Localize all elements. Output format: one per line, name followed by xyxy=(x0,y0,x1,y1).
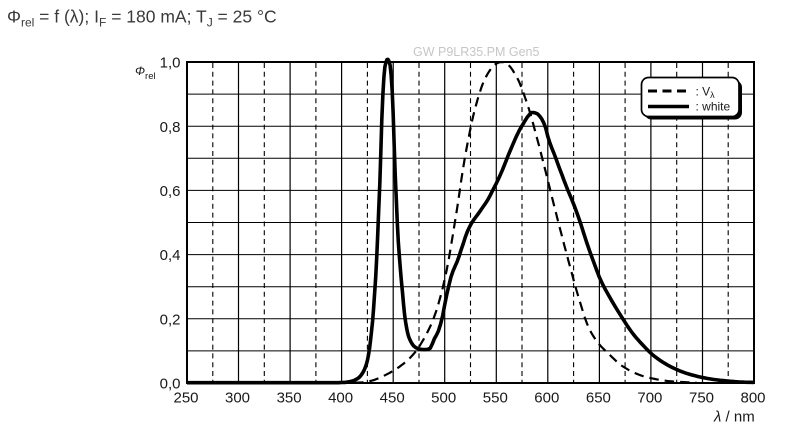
svg-text:Φrel = f (λ); IF = 180 mA; TJ: Φrel = f (λ); IF = 180 mA; TJ = 25 °C xyxy=(7,7,277,30)
svg-text:250: 250 xyxy=(173,389,198,406)
svg-text:300: 300 xyxy=(225,389,250,406)
svg-text:500: 500 xyxy=(431,389,456,406)
svg-text:: white: : white xyxy=(696,99,731,113)
svg-text:800: 800 xyxy=(740,389,765,406)
svg-text:0,6: 0,6 xyxy=(160,183,181,200)
svg-text:0,8: 0,8 xyxy=(160,119,181,136)
svg-text:Φrel: Φrel xyxy=(135,64,156,82)
svg-text:0,0: 0,0 xyxy=(160,376,181,393)
svg-text:650: 650 xyxy=(586,389,611,406)
svg-text:0,4: 0,4 xyxy=(160,247,181,264)
svg-text:750: 750 xyxy=(689,389,714,406)
svg-text:600: 600 xyxy=(534,389,559,406)
svg-text:1,0: 1,0 xyxy=(160,55,181,72)
svg-text:350: 350 xyxy=(277,389,302,406)
svg-text:400: 400 xyxy=(328,389,353,406)
svg-text:0,2: 0,2 xyxy=(160,311,181,328)
svg-text:700: 700 xyxy=(637,389,662,406)
svg-text:450: 450 xyxy=(380,389,405,406)
svg-text:λ / nm: λ / nm xyxy=(713,409,755,426)
svg-text:GW P9LR35.PM Gen5: GW P9LR35.PM Gen5 xyxy=(413,45,539,59)
svg-text:550: 550 xyxy=(483,389,508,406)
